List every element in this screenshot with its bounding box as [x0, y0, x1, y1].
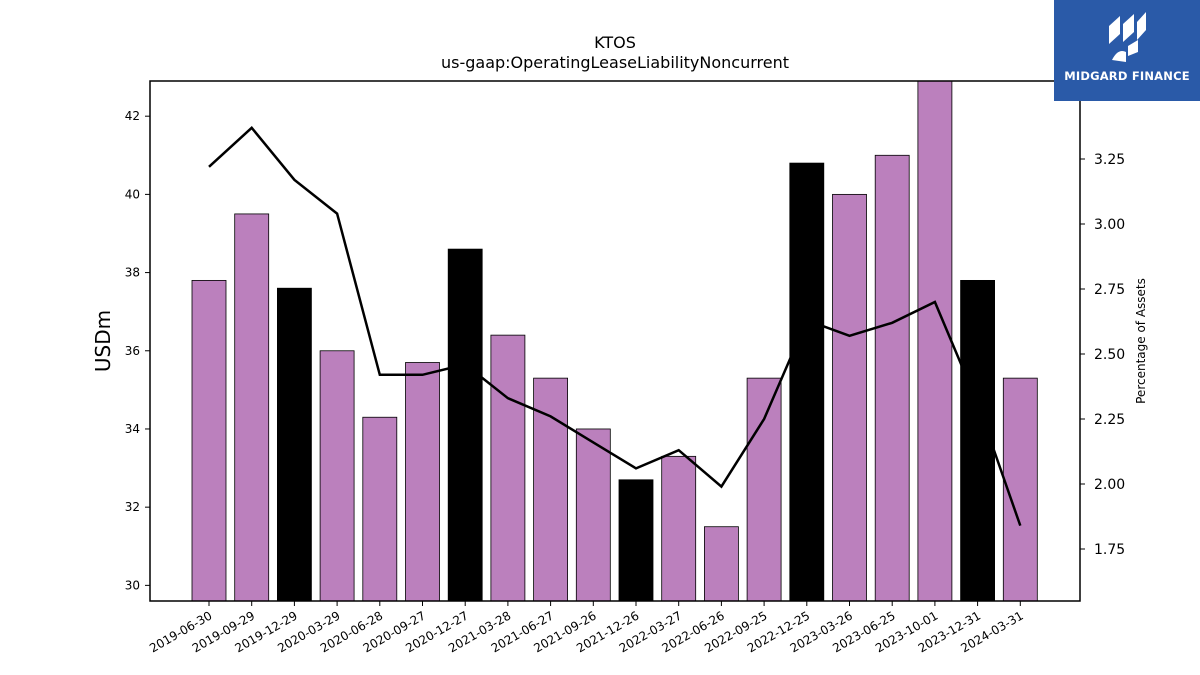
bar-2021-03-28 — [490, 334, 526, 602]
bar-2019-06-30 — [191, 279, 227, 602]
y2-tick-label: 1.75 — [1094, 542, 1125, 558]
y2-tick-label: 2.00 — [1094, 477, 1125, 493]
bar-2021-09-26 — [575, 428, 611, 602]
brand-name: MIDGARD FINANCE — [1064, 69, 1190, 83]
y-tick-label: 32 — [125, 500, 140, 514]
y-tick-label: 38 — [125, 266, 140, 280]
y-tick-label: 34 — [125, 422, 140, 436]
bar-2020-06-28 — [362, 416, 398, 602]
line-layer — [208, 125, 1022, 527]
y2-tick-label: 2.75 — [1094, 282, 1125, 298]
bar-2022-06-26 — [704, 526, 739, 602]
y-tick-label: 36 — [125, 344, 140, 358]
right-axis: 1.75 2.00 2.25 2.50 2.75 3.00 3.25 — [1080, 152, 1125, 558]
bar-2023-03-26 — [832, 193, 867, 602]
bar-2022-09-25 — [746, 377, 782, 602]
bar-2023-06-25 — [874, 154, 910, 602]
bar-2022-03-27 — [661, 455, 697, 602]
brand-logo: MIDGARD FINANCE — [1054, 0, 1200, 101]
left-axis: 30 32 34 36 38 40 42 — [125, 109, 150, 592]
percentage-line — [208, 125, 1022, 527]
bar-2019-09-29 — [234, 213, 270, 602]
y2-tick-label: 2.50 — [1094, 347, 1125, 363]
y2-axis-label: Percentage of Assets — [1134, 278, 1148, 404]
bar-2020-12-27 — [447, 248, 483, 602]
y-tick-label: 30 — [125, 578, 140, 592]
bar-2020-03-29 — [319, 350, 355, 602]
bar-2019-12-29 — [276, 287, 312, 602]
bar-2022-12-25 — [789, 162, 825, 602]
plot-frame — [149, 80, 1081, 602]
y2-tick-label: 3.25 — [1094, 152, 1125, 168]
x-axis: 2019-06-302019-09-292019-12-292020-03-29… — [147, 601, 1026, 655]
y-axis-label: USDm — [91, 310, 115, 372]
y2-tick-label: 2.25 — [1094, 412, 1125, 428]
y-tick-label: 42 — [125, 109, 140, 123]
bar-2023-12-31 — [960, 279, 995, 602]
bar-2020-09-27 — [405, 362, 440, 602]
bar-2023-10-01 — [917, 80, 953, 602]
y-tick-label: 40 — [125, 187, 140, 201]
y2-tick-label: 3.00 — [1094, 217, 1125, 233]
midgard-logo-icon — [1109, 12, 1146, 62]
bars-layer — [191, 80, 1038, 602]
chart-subtitle: us-gaap:OperatingLeaseLiabilityNoncurren… — [441, 53, 789, 72]
chart-title: KTOS — [594, 33, 636, 52]
bar-2021-12-26 — [618, 479, 654, 602]
